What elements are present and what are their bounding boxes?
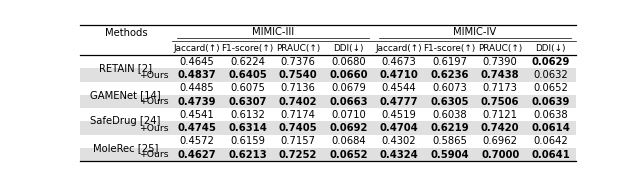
Bar <box>80 68 576 82</box>
Text: Jaccard(↑): Jaccard(↑) <box>173 44 220 53</box>
Text: 0.6073: 0.6073 <box>432 83 467 93</box>
Text: 0.7121: 0.7121 <box>483 110 518 120</box>
Text: Jaccard(↑): Jaccard(↑) <box>376 44 422 53</box>
Text: 0.0680: 0.0680 <box>332 57 366 67</box>
Text: PRAUC(↑): PRAUC(↑) <box>276 44 320 53</box>
Text: 0.4710: 0.4710 <box>380 70 419 80</box>
Text: 0.4645: 0.4645 <box>180 57 214 67</box>
Text: 0.4837: 0.4837 <box>178 70 216 80</box>
Text: 0.4673: 0.4673 <box>382 57 417 67</box>
Text: 0.7405: 0.7405 <box>279 123 317 133</box>
Text: 0.0652: 0.0652 <box>533 83 568 93</box>
Text: 0.7402: 0.7402 <box>279 97 317 107</box>
Text: 0.7390: 0.7390 <box>483 57 518 67</box>
Text: +Ours: +Ours <box>139 150 169 159</box>
Text: 0.0652: 0.0652 <box>330 150 368 160</box>
Text: 0.0614: 0.0614 <box>531 123 570 133</box>
Text: +Ours: +Ours <box>139 124 169 133</box>
Text: 0.7506: 0.7506 <box>481 97 520 107</box>
Text: 0.0663: 0.0663 <box>330 97 368 107</box>
Text: 0.4572: 0.4572 <box>180 136 214 146</box>
Text: 0.6132: 0.6132 <box>230 110 265 120</box>
Text: 0.6159: 0.6159 <box>230 136 265 146</box>
Text: 0.0692: 0.0692 <box>330 123 368 133</box>
Text: MIMIC-III: MIMIC-III <box>252 27 294 37</box>
Text: 0.0710: 0.0710 <box>332 110 366 120</box>
Text: 0.4745: 0.4745 <box>177 123 216 133</box>
Text: 0.4485: 0.4485 <box>180 83 214 93</box>
Text: 0.6075: 0.6075 <box>230 83 265 93</box>
Text: 0.7376: 0.7376 <box>281 57 316 67</box>
Text: +Ours: +Ours <box>139 97 169 106</box>
Text: DDI(↓): DDI(↓) <box>536 44 566 53</box>
Text: PRAUC(↑): PRAUC(↑) <box>478 44 522 53</box>
Bar <box>80 122 576 135</box>
Text: 0.6224: 0.6224 <box>230 57 265 67</box>
Text: 0.0632: 0.0632 <box>533 70 568 80</box>
Text: 0.6213: 0.6213 <box>228 150 267 160</box>
Text: 0.0641: 0.0641 <box>531 150 570 160</box>
Text: 0.7173: 0.7173 <box>483 83 518 93</box>
Text: 0.4739: 0.4739 <box>178 97 216 107</box>
Text: DDI(↓): DDI(↓) <box>333 44 364 53</box>
Text: 0.4544: 0.4544 <box>382 83 417 93</box>
Text: 0.0642: 0.0642 <box>533 136 568 146</box>
Bar <box>80 148 576 161</box>
Text: RETAIN [2]: RETAIN [2] <box>99 64 152 74</box>
Text: 0.4302: 0.4302 <box>382 136 417 146</box>
Text: 0.7000: 0.7000 <box>481 150 519 160</box>
Text: 0.0639: 0.0639 <box>532 97 570 107</box>
Text: MIMIC-IV: MIMIC-IV <box>453 27 497 37</box>
Text: 0.4704: 0.4704 <box>380 123 419 133</box>
Bar <box>80 95 576 108</box>
Text: 0.4541: 0.4541 <box>180 110 214 120</box>
Text: 0.7420: 0.7420 <box>481 123 520 133</box>
Text: 0.7136: 0.7136 <box>281 83 316 93</box>
Text: 0.6314: 0.6314 <box>228 123 267 133</box>
Text: 0.0629: 0.0629 <box>532 57 570 67</box>
Text: 0.0660: 0.0660 <box>330 70 368 80</box>
Text: 0.6219: 0.6219 <box>430 123 469 133</box>
Text: 0.4519: 0.4519 <box>381 110 417 120</box>
Text: 0.4777: 0.4777 <box>380 97 419 107</box>
Text: 0.7174: 0.7174 <box>281 110 316 120</box>
Text: 0.6197: 0.6197 <box>432 57 467 67</box>
Text: 0.6038: 0.6038 <box>433 110 467 120</box>
Text: 0.5904: 0.5904 <box>430 150 469 160</box>
Text: 0.7157: 0.7157 <box>280 136 316 146</box>
Text: 0.0679: 0.0679 <box>331 83 366 93</box>
Text: 0.6962: 0.6962 <box>483 136 518 146</box>
Text: 0.0638: 0.0638 <box>533 110 568 120</box>
Text: 0.6305: 0.6305 <box>431 97 469 107</box>
Text: Methods: Methods <box>104 28 147 38</box>
Text: F1-score(↑): F1-score(↑) <box>424 44 476 53</box>
Text: GAMENet [14]: GAMENet [14] <box>90 90 161 100</box>
Text: +Ours: +Ours <box>139 71 169 80</box>
Text: 0.4627: 0.4627 <box>178 150 216 160</box>
Text: 0.6236: 0.6236 <box>431 70 469 80</box>
Text: 0.7540: 0.7540 <box>279 70 317 80</box>
Text: SafeDrug [24]: SafeDrug [24] <box>90 116 161 126</box>
Text: 0.5865: 0.5865 <box>432 136 467 146</box>
Text: 0.0684: 0.0684 <box>332 136 366 146</box>
Text: F1-score(↑): F1-score(↑) <box>221 44 274 53</box>
Text: 0.4324: 0.4324 <box>380 150 419 160</box>
Text: 0.7252: 0.7252 <box>279 150 317 160</box>
Text: 0.6405: 0.6405 <box>228 70 267 80</box>
Text: 0.6307: 0.6307 <box>228 97 267 107</box>
Text: MoleRec [25]: MoleRec [25] <box>93 143 158 153</box>
Text: 0.7438: 0.7438 <box>481 70 520 80</box>
